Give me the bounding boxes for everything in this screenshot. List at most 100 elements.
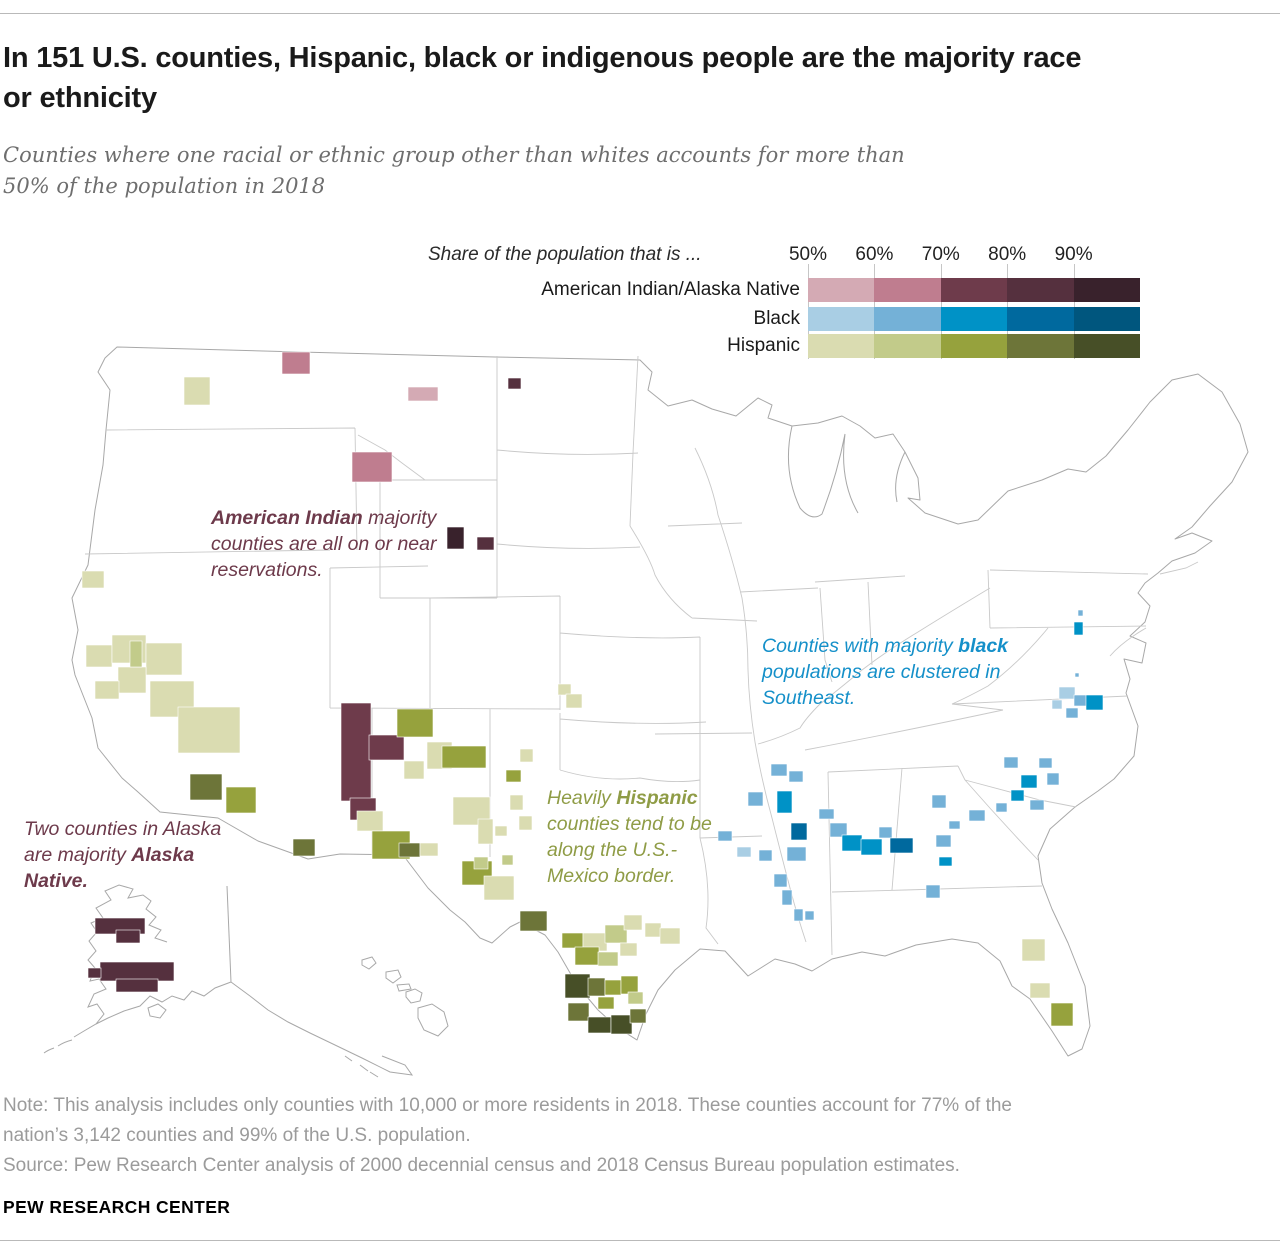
county-shape-native	[368, 734, 405, 761]
hawaii-outline	[361, 956, 449, 1037]
county-shape-hispanic	[1029, 982, 1051, 999]
annotation-text: black	[958, 635, 1009, 657]
county-shape-black	[931, 794, 947, 809]
legend-swatch	[1073, 307, 1140, 331]
legend-color-scale	[808, 307, 1140, 331]
county-shape-black	[841, 834, 863, 852]
county-shape-black	[925, 884, 941, 899]
us-outline	[71, 346, 1249, 1057]
county-shape-hispanic	[356, 810, 384, 832]
county-shape-hispanic	[494, 825, 508, 837]
legend-label: Share of the population that is ...	[428, 244, 702, 265]
legend-row-label: American Indian/Alaska Native	[541, 279, 800, 300]
county-shape-hispanic	[117, 666, 147, 694]
county-shape-black	[1058, 686, 1076, 700]
county-shape-black	[1010, 789, 1025, 802]
county-shape-hispanic	[419, 842, 439, 857]
county-shape-hispanic	[483, 875, 515, 901]
state-borders	[84, 355, 1199, 956]
county-shape-hispanic	[561, 932, 584, 949]
county-shape-native	[281, 351, 311, 375]
county-shape-black	[889, 837, 914, 854]
county-shape-black	[1029, 799, 1045, 811]
legend-swatch	[1073, 334, 1140, 358]
county-shape-native	[87, 967, 102, 979]
legend-swatch	[1073, 278, 1140, 302]
annotation-hispanic-border: Heavily Hispanic counties tend to be alo…	[547, 785, 735, 889]
legend-row-black: Black	[0, 307, 1150, 331]
county-shape-hispanic	[597, 996, 615, 1010]
annotation-text: Two counties in Alaska are majority	[24, 818, 222, 866]
legend-swatch	[940, 307, 1008, 331]
annotation-american-indian: American Indian majority counties are al…	[211, 505, 491, 583]
county-shape-hispanic	[129, 640, 143, 668]
annotation-text: Hispanic	[616, 787, 698, 809]
legend-swatch	[1007, 278, 1074, 302]
county-shape-hispanic	[519, 748, 534, 763]
top-rule	[0, 13, 1280, 14]
county-shape-black	[736, 846, 752, 858]
county-shape-native	[115, 978, 159, 993]
county-shape-hispanic	[177, 706, 241, 754]
county-shape-native	[476, 536, 495, 551]
county-shape-hispanic	[610, 1014, 633, 1035]
county-shape-black	[818, 808, 835, 820]
legend-swatch	[940, 278, 1008, 302]
us-county-map	[43, 346, 1249, 1078]
county-shape-hispanic	[518, 815, 533, 831]
county-shape-hispanic	[145, 642, 183, 676]
county-shape-hispanic	[597, 951, 619, 967]
annotation-text: American Indian	[211, 507, 363, 529]
county-shape-hispanic	[501, 854, 514, 866]
county-shape-black	[758, 849, 773, 862]
county-shape-black	[770, 763, 788, 777]
county-shape-hispanic	[509, 794, 524, 811]
legend-swatch	[940, 334, 1008, 358]
alaska-outline	[43, 884, 414, 1078]
legend-swatch	[1007, 334, 1074, 358]
county-shape-black	[878, 826, 893, 839]
county-shape-black	[1051, 699, 1063, 710]
county-shape-hispanic	[623, 914, 643, 931]
legend-swatch	[874, 334, 941, 358]
legend-swatch	[874, 307, 941, 331]
map-figure: Share of the population that is ... 50% 6…	[0, 243, 1280, 1085]
county-shape-hispanic	[94, 680, 120, 700]
legend-tick: 80%	[988, 244, 1027, 265]
county-shape-black	[1074, 672, 1080, 678]
county-shape-hispanic	[403, 760, 425, 780]
source-text: Source: Pew Research Center analysis of …	[3, 1155, 960, 1176]
county-shape-hispanic	[183, 376, 211, 406]
county-shape-black	[1073, 621, 1084, 636]
county-shape-hispanic	[505, 769, 522, 783]
county-shape-native	[407, 386, 439, 402]
legend-row-native: American Indian/Alaska Native	[0, 278, 1150, 302]
legend-row-hispanic: Hispanic	[0, 334, 1150, 358]
bottom-rule	[0, 1240, 1280, 1241]
annotation-text: Heavily	[547, 787, 617, 809]
county-shape-black	[747, 791, 764, 807]
county-shape-hispanic	[519, 910, 548, 932]
county-shape-hispanic	[619, 942, 638, 957]
county-shape-hispanic	[604, 924, 628, 944]
county-shape-black	[938, 856, 953, 867]
legend-color-scale	[808, 278, 1140, 302]
county-shape-hispanic	[567, 1002, 590, 1022]
county-shape-black	[860, 838, 883, 856]
county-shape-hispanic	[587, 977, 606, 997]
page-subtitle: Counties where one racial or ethnic grou…	[3, 143, 905, 198]
county-shape-black	[773, 873, 788, 888]
county-shape-hispanic	[225, 786, 257, 814]
county-shape-black	[995, 802, 1008, 813]
county-shape-hispanic	[477, 818, 494, 845]
county-shape-black	[781, 889, 793, 906]
legend-tick: 90%	[1054, 244, 1093, 265]
county-shape-black	[935, 834, 952, 848]
county-shape-hispanic	[292, 838, 316, 857]
legend-swatch	[874, 278, 941, 302]
county-shape-native	[340, 702, 372, 802]
legend-tick: 60%	[855, 244, 894, 265]
county-shape-black	[948, 820, 961, 830]
county-shape-black	[829, 822, 848, 838]
county-shape-black	[776, 790, 793, 814]
